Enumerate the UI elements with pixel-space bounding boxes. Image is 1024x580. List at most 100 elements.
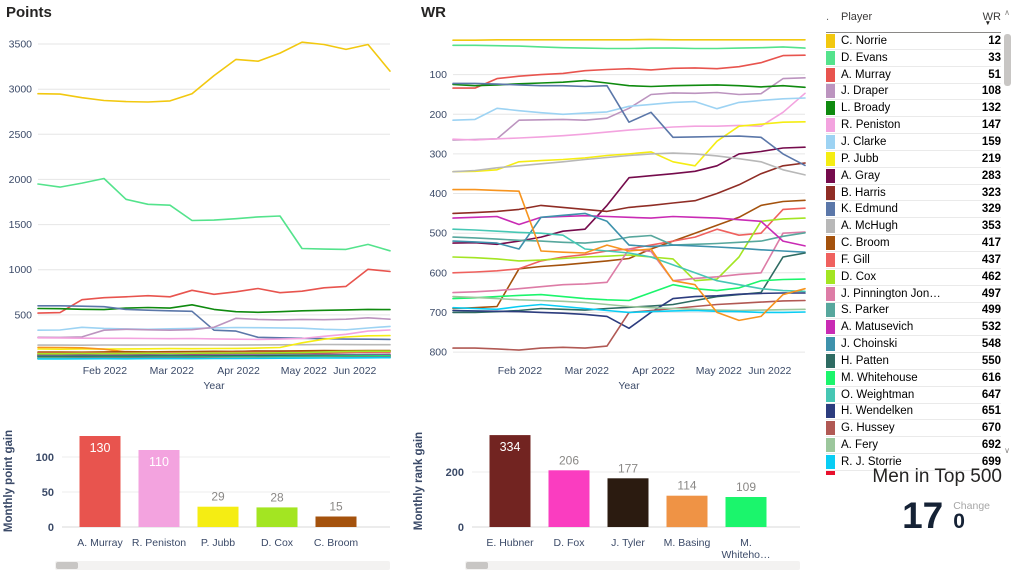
line-series-D. Evans[interactable] bbox=[452, 44, 806, 50]
line-series-R. J. Storrie[interactable] bbox=[37, 356, 391, 360]
bar-category-label: E. Hubner bbox=[486, 537, 534, 549]
table-scrollbar[interactable]: ∧ ∨ bbox=[1002, 8, 1012, 456]
line-series-S. Parker[interactable] bbox=[452, 232, 806, 246]
scroll-up-icon[interactable]: ∧ bbox=[1004, 8, 1010, 17]
scroll-down-icon[interactable]: ∨ bbox=[1004, 446, 1010, 455]
bar-M. Basing[interactable] bbox=[666, 495, 708, 528]
bar-E. Hubner[interactable] bbox=[489, 435, 531, 527]
bar-A. Murray[interactable] bbox=[79, 436, 121, 527]
line-series-K. Edmund[interactable] bbox=[452, 82, 806, 167]
table-row[interactable]: J. Choinski 548 bbox=[826, 336, 1001, 354]
hscrollbar-thumb[interactable] bbox=[466, 562, 488, 569]
table-row[interactable]: R. Peniston 147 bbox=[826, 117, 1001, 135]
player-wr-value: 147 bbox=[981, 119, 1001, 132]
table-row[interactable]: A. Matusevich 532 bbox=[826, 319, 1001, 337]
bar-R. Peniston[interactable] bbox=[138, 450, 180, 527]
table-row[interactable]: A. Murray 51 bbox=[826, 67, 1001, 84]
table-row[interactable]: D. Evans 33 bbox=[826, 50, 1001, 67]
table-row[interactable]: S. Parker 499 bbox=[826, 303, 1001, 320]
line-series-O. Weightman[interactable] bbox=[452, 228, 806, 293]
table-row[interactable]: J. Draper 108 bbox=[826, 84, 1001, 101]
table-row[interactable]: J. Clarke 159 bbox=[826, 134, 1001, 151]
line-series-L. Broady[interactable] bbox=[37, 303, 391, 314]
table-row[interactable]: L. Broady 132 bbox=[826, 100, 1001, 118]
player-color-swatch bbox=[826, 67, 835, 82]
bar-category-label: M. Whiteho… bbox=[721, 537, 771, 561]
line-series-M. Basing[interactable] bbox=[452, 188, 806, 322]
player-wr-value: 670 bbox=[981, 422, 1001, 435]
x-tick-label: Mar 2022 bbox=[565, 365, 610, 377]
player-ranking-table: . Player WR ▼ C. Norrie 12 D. Evans 33 A. Mu… bbox=[826, 8, 1012, 475]
line-series-J. Choinski[interactable] bbox=[452, 212, 806, 253]
line-series-H. Patten[interactable] bbox=[452, 252, 806, 314]
player-wr-value: 699 bbox=[981, 456, 1001, 469]
table-row[interactable]: R. J. Storrie 699 bbox=[826, 454, 1001, 471]
table-row[interactable]: M. Whitehouse 616 bbox=[826, 370, 1001, 387]
line-series-D. Cox[interactable] bbox=[452, 217, 806, 282]
player-name: A. McHugh bbox=[841, 220, 898, 233]
line-series-C. Broom[interactable] bbox=[452, 199, 806, 310]
line-series-H. Wendelken[interactable] bbox=[452, 292, 806, 330]
table-row[interactable]: C. Norrie 12 bbox=[826, 33, 1001, 50]
table-row[interactable]: K. Edmund 329 bbox=[826, 201, 1001, 219]
table-row[interactable]: P. Jubb 219 bbox=[826, 151, 1001, 168]
table-row[interactable]: O. Weightman 647 bbox=[826, 387, 1001, 404]
line-series-A. Gray[interactable] bbox=[452, 146, 806, 246]
table-row[interactable]: G. Hussey 670 bbox=[826, 420, 1001, 438]
line-series-J. Pinnington Jon…[interactable] bbox=[452, 231, 806, 294]
table-row[interactable]: A. Gray 283 bbox=[826, 168, 1001, 185]
rank-gain-chart-panel: Monthly rank gain 0 200 334 206 177 114 109 E.… bbox=[410, 408, 810, 580]
bar-C. Broom[interactable] bbox=[315, 516, 357, 528]
table-header-row: . Player WR ▼ bbox=[826, 8, 1001, 33]
bar-D. Cox[interactable] bbox=[256, 507, 298, 527]
bar-D. Fox[interactable] bbox=[548, 470, 590, 527]
table-row[interactable]: D. Cox 462 bbox=[826, 269, 1001, 286]
point-gain-hscrollbar[interactable] bbox=[55, 561, 390, 570]
y-tick-label: 300 bbox=[429, 148, 447, 160]
line-series-A. McHugh[interactable] bbox=[37, 343, 391, 347]
bar-P. Jubb[interactable] bbox=[197, 506, 239, 527]
bar-value-label: 177 bbox=[618, 461, 638, 475]
table-row[interactable]: C. Broom 417 bbox=[826, 235, 1001, 252]
line-series-A. Matusevich[interactable] bbox=[452, 214, 806, 247]
player-color-swatch bbox=[826, 168, 835, 183]
line-series-P. Jubb[interactable] bbox=[452, 121, 806, 173]
table-row[interactable]: A. McHugh 353 bbox=[826, 218, 1001, 236]
line-series-B. Harris[interactable] bbox=[452, 162, 806, 215]
line-series-A. McHugh[interactable] bbox=[452, 152, 806, 176]
line-series-C. Norrie[interactable] bbox=[37, 41, 391, 103]
card-value: 17 bbox=[902, 495, 944, 536]
line-series-J. Draper[interactable] bbox=[452, 77, 806, 141]
y-tick-label: 1000 bbox=[9, 264, 33, 276]
line-series-R. Peniston[interactable] bbox=[37, 329, 391, 341]
line-series-C. Norrie[interactable] bbox=[452, 38, 806, 42]
hscrollbar-thumb[interactable] bbox=[56, 562, 78, 569]
line-series-R. Peniston[interactable] bbox=[452, 92, 806, 141]
table-header-wr[interactable]: WR ▼ bbox=[982, 11, 1001, 27]
table-row[interactable]: H. Wendelken 651 bbox=[826, 404, 1001, 421]
line-series-J. Clarke[interactable] bbox=[452, 97, 806, 121]
line-series-A. Fery[interactable] bbox=[452, 295, 806, 312]
table-row[interactable]: H. Patten 550 bbox=[826, 353, 1001, 370]
table-row[interactable]: B. Harris 323 bbox=[826, 185, 1001, 202]
line-series-R. J. Storrie[interactable] bbox=[452, 303, 806, 314]
table-row[interactable]: J. Pinnington Jon… 497 bbox=[826, 286, 1001, 303]
sort-descending-icon[interactable]: ▼ bbox=[984, 20, 991, 27]
rank-gain-hscrollbar[interactable] bbox=[465, 561, 800, 570]
bar-category-label: P. Jubb bbox=[200, 537, 236, 549]
line-series-J. Draper[interactable] bbox=[37, 316, 391, 339]
line-series-D. Evans[interactable] bbox=[37, 177, 391, 252]
table-header-player[interactable]: Player bbox=[841, 11, 873, 23]
line-series-A. Murray[interactable] bbox=[37, 268, 391, 314]
line-series-C. Broom[interactable] bbox=[37, 349, 391, 354]
line-series-D. Cox[interactable] bbox=[37, 350, 391, 355]
rank-gain-bar-chart: 0 200 334 206 177 114 109 bbox=[446, 435, 800, 534]
table-row[interactable]: A. Fery 692 bbox=[826, 437, 1001, 455]
scrollbar-thumb[interactable] bbox=[1003, 34, 1011, 86]
line-series-A. Murray[interactable] bbox=[452, 54, 806, 89]
bar-category-label: M. Basing bbox=[663, 537, 711, 549]
table-row[interactable]: F. Gill 437 bbox=[826, 252, 1001, 269]
bar-M. Whiteho…[interactable] bbox=[725, 497, 767, 527]
player-color-swatch bbox=[826, 219, 835, 234]
bar-J. Tyler[interactable] bbox=[607, 478, 649, 527]
